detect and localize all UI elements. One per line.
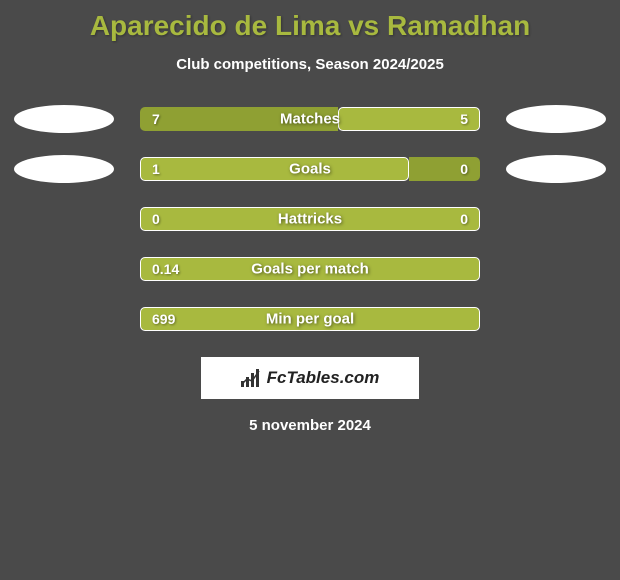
bar-track: 7 5 Matches: [140, 107, 480, 131]
logo-text: FcTables.com: [267, 368, 380, 388]
comparison-widget: Aparecido de Lima vs Ramadhan Club compe…: [0, 0, 620, 580]
bar-track: 0.14 Goals per match: [140, 257, 480, 281]
bar-left: [140, 157, 409, 181]
avatar-left-slot: [10, 105, 118, 133]
stat-label: Goals: [289, 161, 331, 178]
stat-row: 1 0 Goals: [10, 157, 610, 181]
stat-label: Hattricks: [278, 211, 342, 228]
bar-right: [409, 157, 480, 181]
avatar-left-slot: [10, 155, 118, 183]
avatar-right-slot: [502, 155, 610, 183]
player-avatar-right: [506, 105, 606, 133]
bar-right: [338, 107, 480, 131]
avatar-right-slot: [502, 105, 610, 133]
date-text: 5 november 2024: [0, 417, 620, 434]
bar-wrap: 699 Min per goal: [118, 307, 502, 331]
stat-row: 0.14 Goals per match: [10, 257, 610, 281]
stat-row: 699 Min per goal: [10, 307, 610, 331]
bar-track: 699 Min per goal: [140, 307, 480, 331]
value-right: 0: [460, 161, 468, 177]
stat-row: 7 5 Matches: [10, 107, 610, 131]
player-avatar-right: [506, 155, 606, 183]
bar-track: 1 0 Goals: [140, 157, 480, 181]
value-right: 5: [460, 111, 468, 127]
value-left: 7: [152, 111, 160, 127]
page-title: Aparecido de Lima vs Ramadhan: [0, 10, 620, 42]
bar-wrap: 0.14 Goals per match: [118, 257, 502, 281]
stat-label: Goals per match: [251, 261, 369, 278]
bar-wrap: 1 0 Goals: [118, 157, 502, 181]
value-left: 0: [152, 211, 160, 227]
stat-label: Matches: [280, 111, 340, 128]
player-avatar-left: [14, 105, 114, 133]
subtitle: Club competitions, Season 2024/2025: [0, 56, 620, 73]
value-left: 699: [152, 311, 175, 327]
player-avatar-left: [14, 155, 114, 183]
value-left: 0.14: [152, 261, 179, 277]
bar-track: 0 0 Hattricks: [140, 207, 480, 231]
logo-box[interactable]: FcTables.com: [201, 357, 419, 399]
stat-label: Min per goal: [266, 311, 354, 328]
fctables-logo-icon: [241, 369, 261, 387]
bar-wrap: 0 0 Hattricks: [118, 207, 502, 231]
chart-area: 7 5 Matches 1 0 Goals 0 0 Hattricks 0.14 Goals per…: [0, 107, 620, 331]
value-left: 1: [152, 161, 160, 177]
stat-row: 0 0 Hattricks: [10, 207, 610, 231]
value-right: 0: [460, 211, 468, 227]
bar-wrap: 7 5 Matches: [118, 107, 502, 131]
